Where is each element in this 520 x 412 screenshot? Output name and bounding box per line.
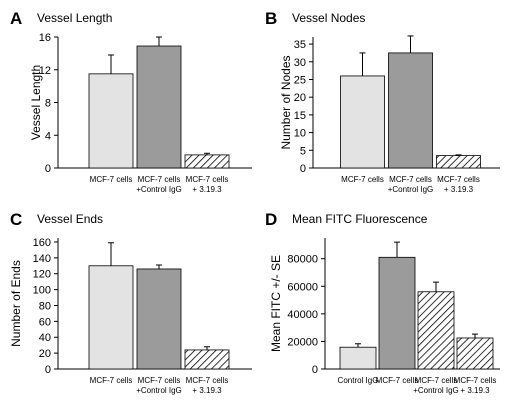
y-tick-label: 80 (39, 300, 51, 312)
bar-0 (340, 75, 385, 169)
y-tick-label: 160 (33, 237, 51, 249)
y-tick-label: 20 (39, 348, 51, 360)
y-tick-label: 0 (45, 364, 51, 376)
y-tick-label: 120 (33, 269, 51, 281)
y-tick-label: 0 (300, 163, 306, 175)
bar-2 (436, 155, 481, 169)
y-tick-label: 15 (294, 110, 306, 122)
panel-letter: A (10, 9, 22, 28)
x-tick-label: MCF-7 cells +Control IgG (413, 376, 459, 395)
x-tick-label: MCF-7 cells + 3.19.3 (454, 376, 497, 395)
chart-title: Vessel Ends (37, 212, 103, 226)
y-tick-label: 10 (294, 128, 306, 140)
y-tick-label: 100 (33, 285, 51, 297)
chart-title: Vessel Nodes (292, 11, 365, 25)
x-tick-label: Control IgG (338, 376, 379, 385)
y-tick-label: 140 (33, 253, 51, 265)
y-tick-label: 0 (312, 364, 318, 376)
y-tick-label: 40 (39, 332, 51, 344)
bar-0 (339, 346, 377, 370)
bar-2 (184, 349, 230, 370)
x-tick-label: MCF-7 cells (341, 175, 384, 184)
bar-1 (388, 52, 433, 169)
y-tick-label: 12 (39, 65, 51, 77)
panel-letter: D (265, 210, 277, 229)
bar-0 (88, 73, 134, 169)
x-tick-label: MCF-7 cells +Control IgG (388, 175, 434, 194)
y-axis-label: Mean FITC +/- SE (269, 255, 283, 352)
y-tick-label: 8 (45, 98, 51, 110)
chart-panel-a: A Vessel Length Vessel Length 0 4 8 12 16 MCF-7 … (10, 9, 252, 194)
y-tick-label: 4 (45, 130, 51, 142)
x-tick-label: MCF-7 cells + 3.19.3 (186, 175, 229, 194)
y-tick-label: 35 (294, 39, 306, 51)
x-tick-label: MCF-7 cells + 3.19.3 (437, 175, 480, 194)
y-tick-label: 60000 (287, 281, 318, 293)
y-tick-label: 25 (294, 74, 306, 86)
x-tick-label: MCF-7 cells (376, 376, 419, 385)
bar-1 (136, 45, 182, 169)
bar-2 (417, 291, 455, 370)
x-tick-label: MCF-7 cells (90, 175, 133, 184)
chart-title: Vessel Length (37, 11, 112, 25)
chart-title: Mean FITC Fluorescence (292, 212, 428, 226)
y-tick-label: 5 (300, 145, 306, 157)
x-tick-label: MCF-7 cells + 3.19.3 (186, 376, 229, 395)
y-axis-label: Number of Ends (9, 260, 23, 347)
y-tick-label: 60 (39, 316, 51, 328)
bar-1 (378, 256, 416, 370)
chart-panel-d: D Mean FITC Fluorescence Mean FITC +/- SE 0… (265, 210, 500, 395)
y-tick-label: 0 (45, 163, 51, 175)
bar-0 (88, 265, 134, 370)
chart-panel-b: B Vessel Nodes Number of Nodes 0 5 10 15 20 25 30… (265, 9, 500, 194)
panel-letter: C (10, 210, 22, 229)
y-tick-label: 80000 (287, 254, 318, 266)
y-tick-label: 16 (39, 32, 51, 44)
panel-letter: B (265, 9, 277, 28)
x-tick-label: MCF-7 cells (90, 376, 133, 385)
bar-2 (184, 154, 230, 169)
x-tick-label: MCF-7 cells +Control IgG (136, 175, 182, 194)
bar-1 (136, 268, 182, 370)
chart-panel-c: C Vessel Ends Number of Ends 0 20 40 60 80 100 12… (9, 210, 252, 395)
bar-3 (456, 337, 494, 370)
y-tick-label: 30 (294, 57, 306, 69)
y-axis-label: Vessel Length (29, 65, 43, 140)
y-tick-label: 20000 (287, 336, 318, 348)
y-axis-label: Number of Nodes (279, 55, 293, 149)
x-tick-label: MCF-7 cells +Control IgG (136, 376, 182, 395)
y-tick-label: 20 (294, 92, 306, 104)
y-tick-label: 40000 (287, 309, 318, 321)
